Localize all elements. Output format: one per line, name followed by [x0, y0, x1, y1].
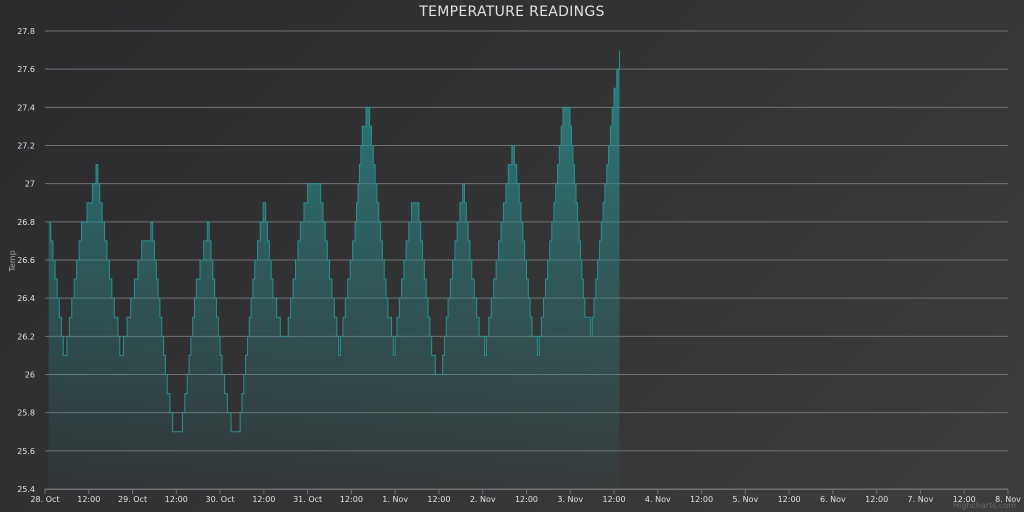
y-tick-label: 25.6	[17, 447, 35, 456]
x-tick-label: 31. Oct	[293, 495, 322, 504]
y-tick-label: 26.8	[17, 218, 35, 227]
x-tick-label: 29. Oct	[118, 495, 147, 504]
y-tick-label: 27.6	[17, 65, 35, 74]
x-tick-label: 12:00	[778, 495, 801, 504]
x-tick-label: 4. Nov	[645, 495, 671, 504]
x-tick-label: 12:00	[427, 495, 450, 504]
x-tick-label: 2. Nov	[470, 495, 496, 504]
x-tick-label: 12:00	[865, 495, 888, 504]
x-tick-label: 12:00	[603, 495, 626, 504]
y-tick-label: 27.2	[17, 142, 35, 151]
x-tick-label: 6. Nov	[820, 495, 846, 504]
x-axis-tick-labels: 28. Oct 12:00 29. Oct 12:00 30. Oct 12:00 31. …	[30, 489, 1021, 504]
chart-title: TEMPERATURE READINGS	[418, 4, 605, 20]
y-tick-label: 27.4	[17, 103, 35, 112]
y-tick-label: 26.6	[17, 256, 35, 265]
credits-label: Highcharts.com	[953, 501, 1016, 510]
x-tick-label: 3. Nov	[557, 495, 583, 504]
x-tick-label: 12:00	[953, 495, 976, 504]
x-tick-label: 12:00	[690, 495, 713, 504]
series-layer	[48, 50, 621, 489]
x-tick-label: 1. Nov	[382, 495, 408, 504]
y-axis-title: Temp	[8, 250, 17, 272]
y-axis-tick-labels: 25.4 25.6 25.8 26 26.2 26.4 26.6 26.8 27 27.2 27.4…	[17, 27, 35, 494]
x-tick-label: 8. Nov	[995, 495, 1021, 504]
x-tick-label: 30. Oct	[206, 495, 235, 504]
y-tick-label: 27	[25, 180, 35, 189]
y-tick-label: 25.8	[17, 409, 35, 418]
x-tick-label: 12:00	[77, 495, 100, 504]
x-tick-label: 12:00	[515, 495, 538, 504]
x-tick-label: 12:00	[340, 495, 363, 504]
y-tick-label: 25.4	[17, 485, 35, 494]
series-line	[48, 50, 621, 433]
x-tick-label: 7. Nov	[908, 495, 934, 504]
y-tick-label: 26.4	[17, 294, 35, 303]
y-tick-label: 27.8	[17, 27, 35, 36]
x-tick-label: 5. Nov	[732, 495, 758, 504]
y-tick-label: 26.2	[17, 332, 35, 341]
series-area	[48, 50, 620, 489]
x-tick-label: 12:00	[165, 495, 188, 504]
x-tick-label: 12:00	[252, 495, 275, 504]
x-tick-label: 28. Oct	[30, 495, 59, 504]
y-tick-label: 26	[25, 371, 35, 380]
